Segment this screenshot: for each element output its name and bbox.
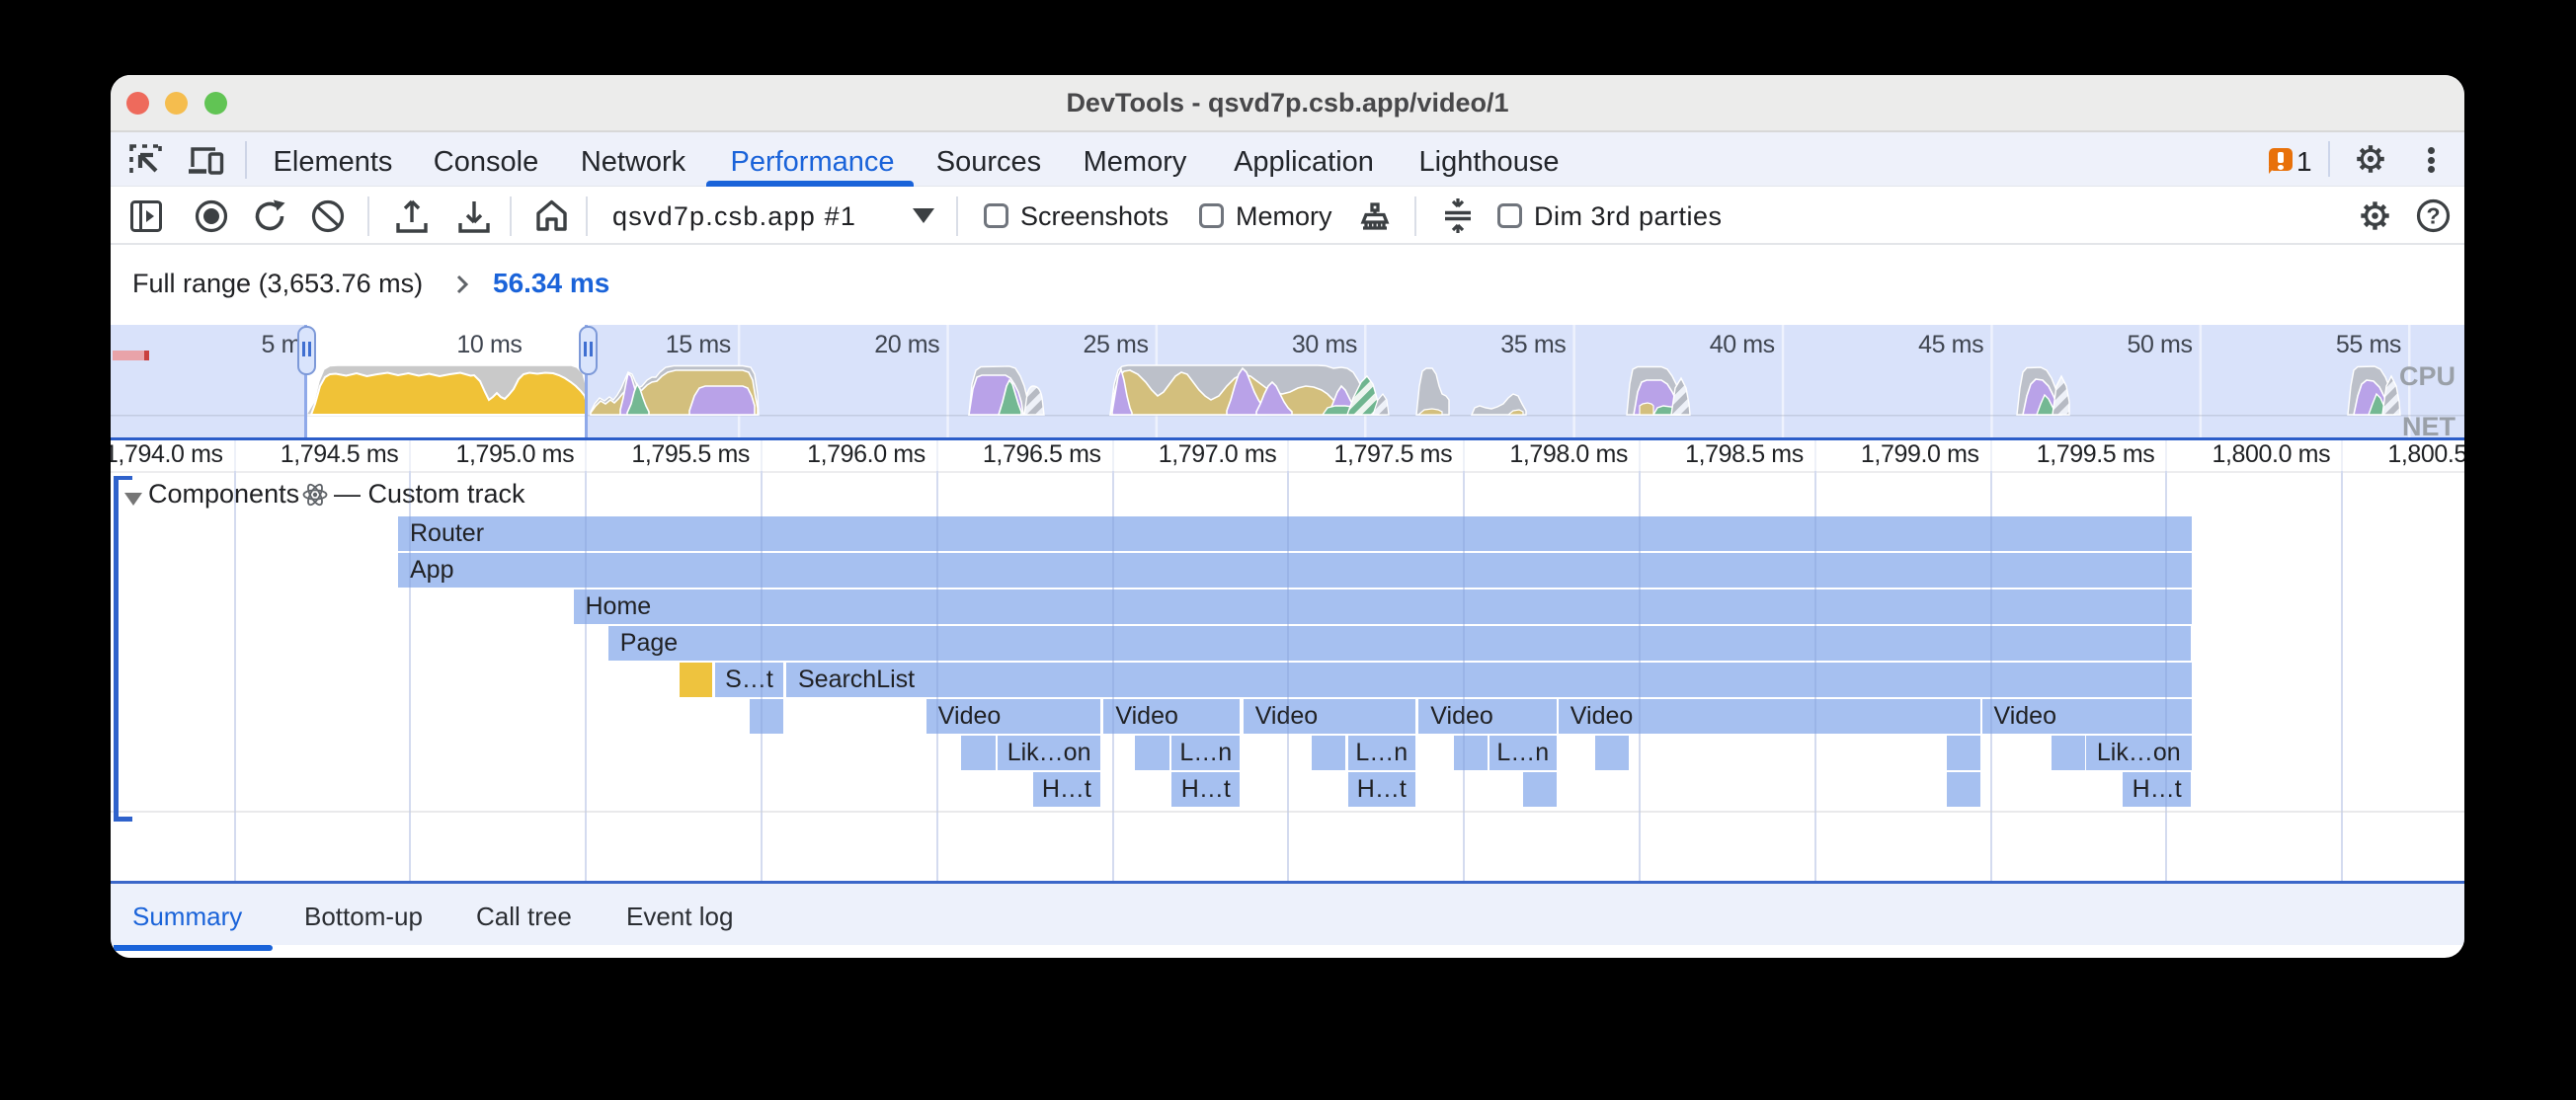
svg-text:?: ? [2426, 203, 2440, 229]
